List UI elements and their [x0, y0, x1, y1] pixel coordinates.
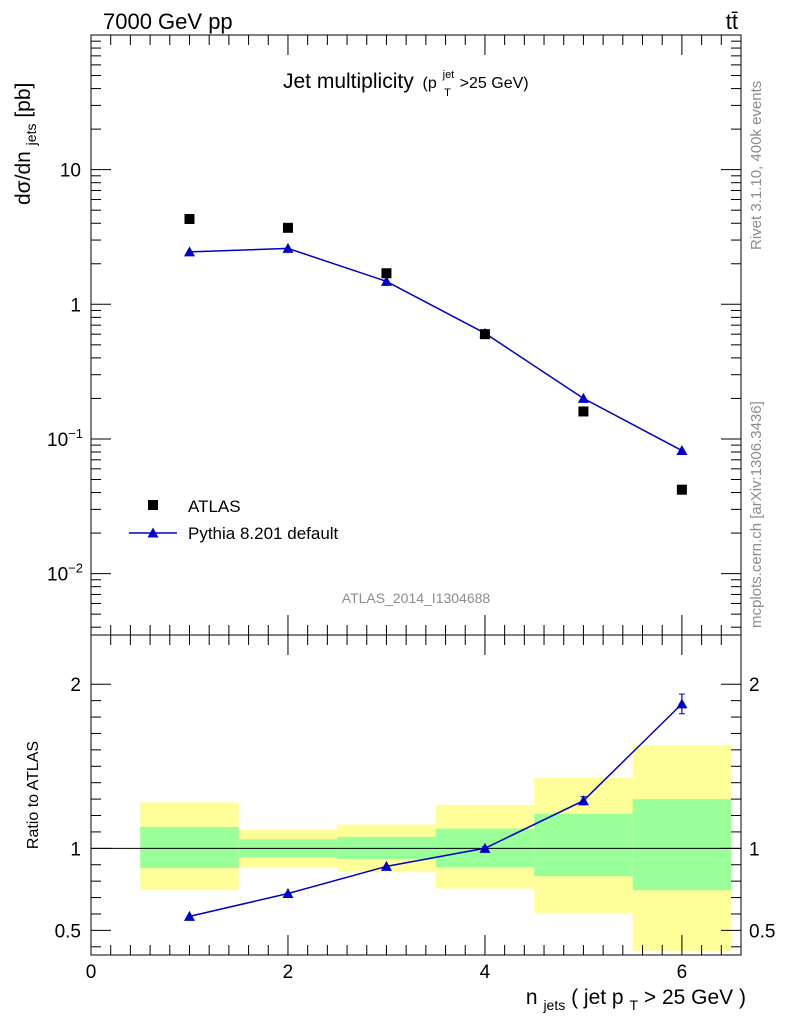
ratio-axes: 0.5 0.5 1 1 2 2 0 2 4 6	[55, 634, 775, 983]
ratio-marks	[183, 693, 688, 921]
header-left: 7000 GeV pp	[103, 9, 233, 34]
main-frame-bg	[91, 35, 741, 635]
main-marks	[183, 214, 688, 495]
legend: ATLAS Pythia 8.201 default	[129, 497, 339, 543]
watermark: ATLAS_2014_I1304688	[342, 590, 491, 606]
x-axis-label-sub2: T	[629, 997, 638, 1013]
main-title-sub-prefix: (p	[423, 75, 437, 92]
mc-point	[183, 246, 195, 257]
data-point	[479, 329, 490, 340]
ratio-mc-point	[676, 698, 688, 709]
legend-data-marker	[148, 500, 158, 510]
main-title-text: Jet multiplicity	[283, 70, 414, 93]
mc-point	[380, 275, 392, 286]
main-y-tick-label: 10−2	[47, 561, 83, 586]
x-axis-label: n jets ( jet p T > 25 GeV )	[526, 986, 746, 1015]
main-y-tick-label: 10	[60, 161, 81, 182]
data-point	[676, 484, 687, 495]
main-y-tick-label: 10−1	[47, 426, 83, 451]
ratio-y-tick-label-right: 0.5	[749, 921, 775, 942]
main-title-sub-suffix: >25 GeV)	[460, 75, 529, 92]
ratio-mc-point	[183, 910, 195, 921]
ratio-mc-point	[282, 887, 294, 898]
main-ylabel-text: dσ/dn	[12, 151, 35, 205]
side-label-rivet: Rivet 3.1.10, 400k events	[748, 81, 765, 250]
legend-mc-label: Pythia 8.201 default	[188, 524, 339, 543]
ratio-y-tick-label-left: 1	[70, 839, 81, 860]
side-label-mcplots: mcplots.cern.ch [arXiv:1306.3436]	[748, 401, 765, 628]
x-tick-label: 6	[677, 962, 688, 983]
ratio-y-tick-label-left: 2	[70, 675, 81, 696]
ratio-y-tick-label-left: 0.5	[55, 921, 81, 942]
x-tick-label: 2	[283, 962, 294, 983]
green-band	[140, 827, 239, 869]
legend-data-label: ATLAS	[188, 497, 241, 516]
main-ylabel: dσ/dn jets [pb]	[12, 83, 41, 205]
ratio-mc-point	[380, 860, 392, 871]
x-tick-label: 0	[86, 962, 97, 983]
mc-point	[282, 242, 294, 253]
mc-point	[577, 392, 589, 403]
x-axis-label-sub: jets	[542, 997, 565, 1013]
x-axis-label-n: n	[526, 986, 538, 1009]
ratio-ylabel: Ratio to ATLAS	[25, 741, 42, 849]
legend-mc-marker	[147, 527, 159, 538]
mc-point	[676, 445, 688, 456]
ratio-y-tick-label-right: 1	[749, 839, 760, 860]
ratio-y-tick-label-right: 2	[749, 675, 760, 696]
green-band	[632, 799, 732, 891]
header-right: tt̄	[726, 9, 738, 34]
x-axis-label-mid: ( jet p	[571, 986, 624, 1009]
x-axis-label-suffix: > 25 GeV )	[644, 986, 746, 1009]
x-tick-label: 4	[480, 962, 491, 983]
data-point	[381, 268, 392, 279]
green-band	[534, 813, 633, 877]
main-title: Jet multiplicity (p jet T >25 GeV)	[283, 60, 529, 101]
data-point	[184, 214, 195, 225]
main-title-sub-sub: T	[444, 87, 451, 99]
data-point	[282, 222, 293, 233]
main-y-tick-label: 1	[70, 295, 81, 316]
ratio-mc-line	[189, 703, 683, 918]
data-point	[578, 406, 589, 417]
ratio-mc-point	[479, 842, 491, 853]
main-ylabel-sub: jets	[23, 124, 39, 147]
main-ylabel-suffix: [pb]	[12, 83, 35, 118]
mc-line	[189, 247, 683, 452]
ratio-panel	[91, 635, 741, 955]
ratio-frame	[90, 634, 742, 956]
main-panel	[91, 35, 741, 635]
ratio-mc-point	[577, 795, 589, 806]
main-title-sub-sup: jet	[442, 69, 455, 81]
